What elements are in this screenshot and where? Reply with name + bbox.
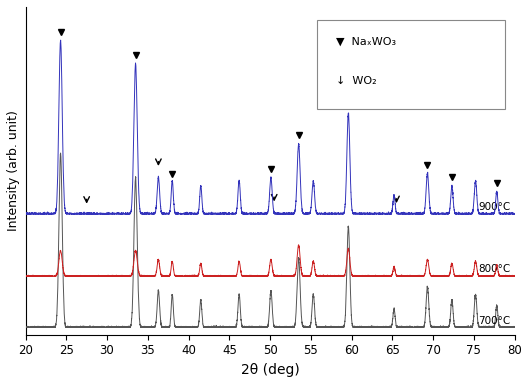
Text: 800°C: 800°C [478, 264, 510, 274]
Y-axis label: Intensity (arb. unit): Intensity (arb. unit) [7, 111, 20, 231]
Text: 900°C: 900°C [478, 202, 510, 212]
X-axis label: 2θ (deg): 2θ (deg) [241, 363, 299, 377]
FancyBboxPatch shape [316, 20, 505, 109]
Text: 700°C: 700°C [478, 316, 510, 326]
Text: ↓  WO₂: ↓ WO₂ [336, 76, 377, 86]
Text: ▼  NaₓWO₃: ▼ NaₓWO₃ [336, 36, 396, 46]
